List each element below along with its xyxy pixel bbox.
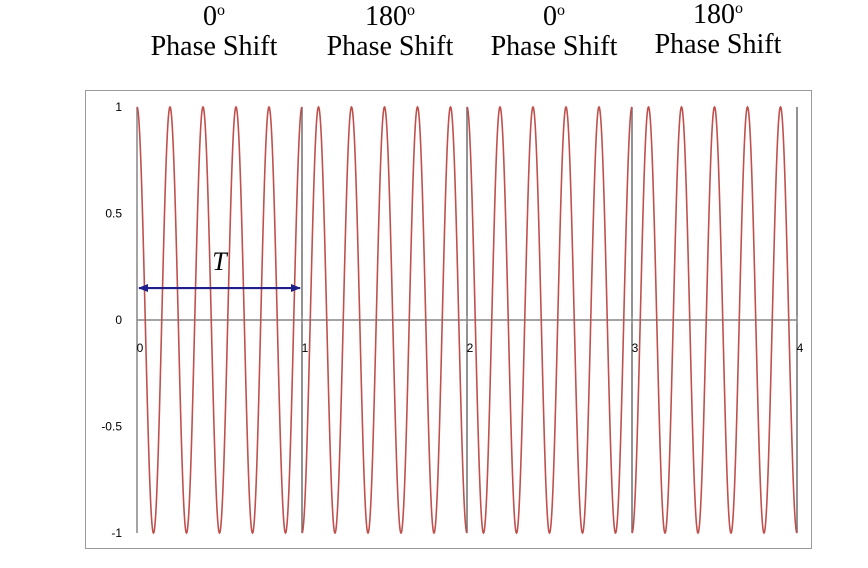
x-tick-label: 2	[467, 341, 474, 355]
waveform-segment-2	[301, 105, 468, 535]
tick-layer: 1 0.5 0 -0.5 -1 0 1 2 3 4	[101, 100, 803, 540]
phase-shift-text: Phase Shift	[490, 31, 618, 62]
phase-label-segment-2: 180o Phase Shift	[312, 2, 468, 62]
waveform-segment-1	[136, 105, 303, 535]
phase-label-segment-3: 0o Phase Shift	[476, 2, 632, 62]
plot-frame	[85, 90, 812, 549]
waveform-segment-4	[631, 105, 798, 535]
phase-degree: 0o	[203, 1, 225, 32]
y-tick-label: -1	[111, 526, 122, 540]
y-tick-label: 0.5	[105, 207, 122, 221]
phase-degree: 180o	[365, 1, 415, 32]
phase-shift-text: Phase Shift	[150, 31, 278, 62]
y-tick-label: 1	[115, 100, 122, 114]
y-tick-label: 0	[115, 313, 122, 327]
phase-label-segment-4: 180o Phase Shift	[640, 0, 796, 60]
phase-label-segment-1: 0o Phase Shift	[136, 2, 292, 62]
phase-degree: 0o	[543, 1, 565, 32]
x-tick-label: 4	[797, 341, 804, 355]
annotation-layer: T	[138, 247, 301, 293]
x-tick-label: 1	[302, 341, 309, 355]
wave-layer	[136, 105, 798, 535]
phase-degree: 180o	[693, 0, 743, 30]
axes-layer	[136, 107, 798, 533]
x-tick-label: 0	[137, 341, 144, 355]
waveform-segment-3	[466, 105, 633, 535]
x-tick-label: 3	[632, 341, 639, 355]
phase-shift-text: Phase Shift	[654, 29, 782, 60]
period-label: T	[212, 247, 228, 276]
phase-shift-text: Phase Shift	[326, 31, 454, 62]
y-tick-label: -0.5	[101, 420, 122, 434]
